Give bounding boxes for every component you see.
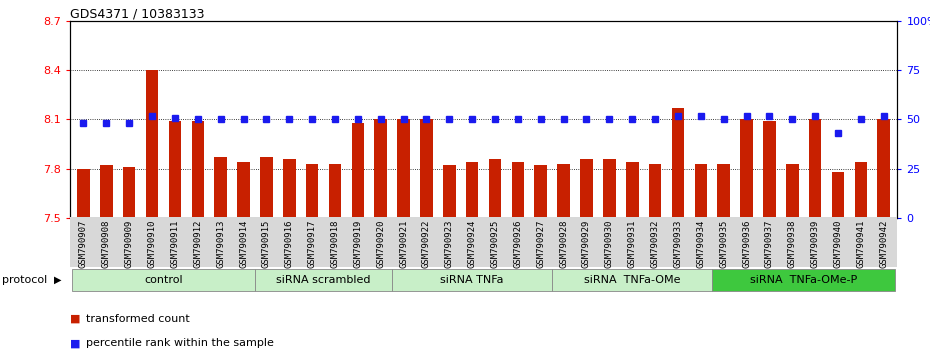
Text: GSM790937: GSM790937 [764, 219, 774, 268]
Text: GSM790936: GSM790936 [742, 219, 751, 268]
Text: GSM790932: GSM790932 [651, 219, 659, 268]
Text: ■: ■ [70, 338, 80, 348]
Bar [809, 120, 821, 218]
Bar [123, 167, 136, 218]
Bar [649, 164, 661, 218]
Text: GSM790918: GSM790918 [330, 219, 339, 268]
Text: GSM790935: GSM790935 [719, 219, 728, 268]
Text: GSM790924: GSM790924 [468, 219, 477, 268]
Text: siRNA  TNFa-OMe: siRNA TNFa-OMe [584, 275, 681, 285]
Bar [237, 162, 250, 218]
Text: GSM790912: GSM790912 [193, 219, 203, 268]
FancyBboxPatch shape [392, 269, 552, 291]
Text: control: control [144, 275, 183, 285]
Text: GSM790911: GSM790911 [170, 219, 179, 268]
Text: GSM790916: GSM790916 [285, 219, 294, 268]
FancyBboxPatch shape [712, 269, 896, 291]
Text: GSM790919: GSM790919 [353, 219, 363, 268]
Bar [557, 164, 570, 218]
Text: GSM790922: GSM790922 [422, 219, 431, 268]
Text: GSM790933: GSM790933 [673, 219, 683, 268]
Bar [671, 108, 684, 218]
Text: GSM790934: GSM790934 [697, 219, 705, 268]
Bar [695, 164, 707, 218]
Bar [603, 159, 616, 218]
Bar [740, 120, 752, 218]
Text: GSM790913: GSM790913 [216, 219, 225, 268]
Text: percentile rank within the sample: percentile rank within the sample [86, 338, 274, 348]
Text: GSM790928: GSM790928 [559, 219, 568, 268]
Text: GSM790914: GSM790914 [239, 219, 248, 268]
Text: GSM790925: GSM790925 [490, 219, 499, 268]
Bar [420, 120, 432, 218]
Bar [831, 172, 844, 218]
Text: GSM790921: GSM790921 [399, 219, 408, 268]
Text: ■: ■ [70, 314, 80, 324]
Text: GSM790923: GSM790923 [445, 219, 454, 268]
Bar [260, 157, 272, 218]
Bar [306, 164, 318, 218]
Bar [283, 159, 296, 218]
Text: GSM790931: GSM790931 [628, 219, 637, 268]
Bar [466, 162, 478, 218]
Bar [192, 121, 204, 218]
Text: GSM790920: GSM790920 [377, 219, 385, 268]
Bar [443, 165, 456, 218]
Bar [100, 165, 113, 218]
Bar [626, 162, 639, 218]
Text: GDS4371 / 10383133: GDS4371 / 10383133 [70, 7, 205, 20]
Text: protocol: protocol [2, 275, 47, 285]
Bar [215, 157, 227, 218]
Bar [717, 164, 730, 218]
Text: GSM790915: GSM790915 [262, 219, 271, 268]
Bar [328, 164, 341, 218]
Bar [375, 120, 387, 218]
Bar [77, 169, 90, 218]
FancyBboxPatch shape [72, 269, 255, 291]
Text: GSM790940: GSM790940 [833, 219, 843, 268]
Bar [535, 165, 547, 218]
Bar [877, 120, 890, 218]
Bar [512, 162, 525, 218]
Text: GSM790929: GSM790929 [582, 219, 591, 268]
Text: GSM790941: GSM790941 [857, 219, 866, 268]
Text: transformed count: transformed count [86, 314, 191, 324]
Text: GSM790908: GSM790908 [101, 219, 111, 268]
Bar [786, 164, 799, 218]
FancyBboxPatch shape [552, 269, 712, 291]
Text: GSM790939: GSM790939 [811, 219, 819, 268]
Text: siRNA scrambled: siRNA scrambled [276, 275, 371, 285]
Text: ▶: ▶ [54, 275, 61, 285]
Text: siRNA  TNFa-OMe-P: siRNA TNFa-OMe-P [751, 275, 857, 285]
Bar [764, 121, 776, 218]
Bar [352, 123, 365, 218]
Bar [146, 70, 158, 218]
Bar [168, 121, 181, 218]
Text: GSM790942: GSM790942 [879, 219, 888, 268]
FancyBboxPatch shape [255, 269, 392, 291]
Text: GSM790938: GSM790938 [788, 219, 797, 268]
Text: GSM790927: GSM790927 [537, 219, 545, 268]
Bar [855, 162, 867, 218]
Bar [397, 120, 410, 218]
Text: GSM790917: GSM790917 [308, 219, 316, 268]
Text: GSM790910: GSM790910 [148, 219, 156, 268]
Text: siRNA TNFa: siRNA TNFa [441, 275, 504, 285]
Bar [580, 159, 592, 218]
Text: GSM790926: GSM790926 [513, 219, 523, 268]
Text: GSM790907: GSM790907 [79, 219, 88, 268]
Text: GSM790930: GSM790930 [604, 219, 614, 268]
Text: GSM790909: GSM790909 [125, 219, 134, 268]
Bar [489, 159, 501, 218]
